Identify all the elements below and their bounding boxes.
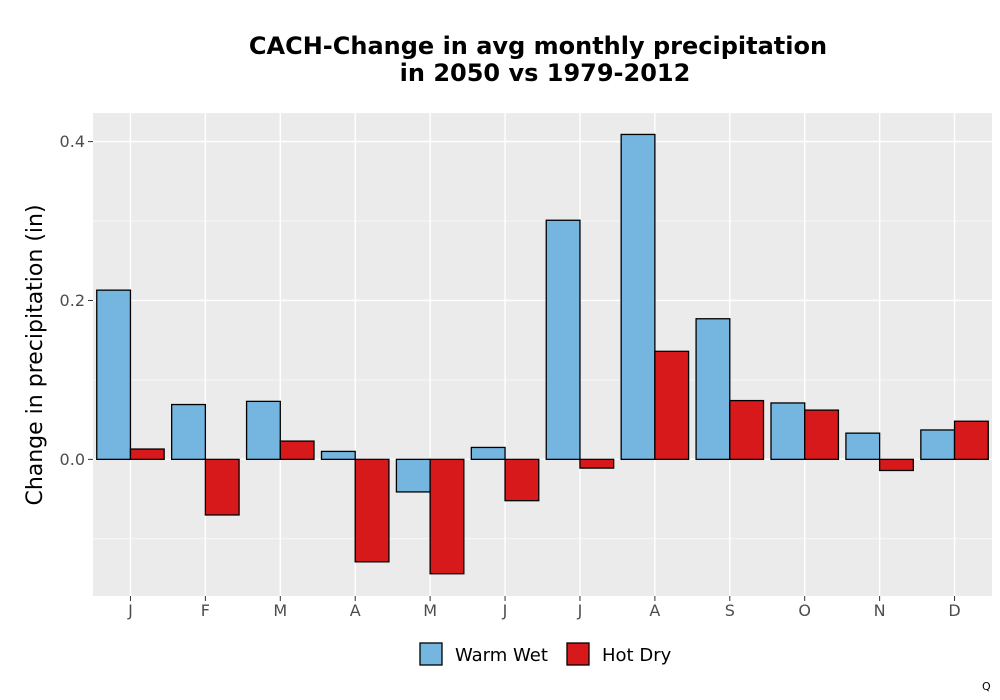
legend-swatch-hot-dry [566,642,590,666]
chart-title-line-2: in 2050 vs 1979-2012 [400,59,691,87]
x-tick-label: D [948,601,960,620]
bar-warm-wet [245,400,281,461]
x-tick-label: J [577,601,583,620]
bar-warm-wet [545,219,581,461]
bar-hot-dry [129,448,165,461]
y-tick-label: 0.4 [60,132,85,151]
bar-hot-dry [279,440,315,461]
bar-warm-wet [171,403,207,461]
y-axis-label: Change in precipitation (in) [23,204,48,505]
bar-warm-wet [770,402,806,461]
x-tick-label: A [649,601,660,620]
x-tick-label: F [201,601,210,620]
bar-warm-wet [395,458,431,493]
bar-hot-dry [654,350,690,461]
bar-warm-wet [845,432,881,461]
bar-hot-dry [354,458,390,563]
bar-hot-dry [729,399,765,461]
x-tick-label: M [423,601,437,620]
legend-label: Warm Wet [455,645,548,666]
y-tick-label: 0.2 [60,291,85,310]
corner-mark: Q [982,680,991,693]
bar-warm-wet [320,450,356,461]
bar-hot-dry [504,458,540,502]
x-tick-label: J [127,601,133,620]
axes: 0.0 0.2 0.4 J F M A M J J A S O N D [60,132,961,620]
bar-hot-dry [878,458,914,472]
legend-swatch-warm-wet [419,642,443,666]
bar-hot-dry [953,420,989,461]
bar-hot-dry [804,409,840,461]
x-tick-label: S [725,601,735,620]
chart-title-line-1: CACH-Change in avg monthly precipitation [249,32,827,60]
y-tick-label: 0.0 [60,450,85,469]
plot-panel [93,113,992,596]
bar-warm-wet [96,289,132,461]
x-tick-label: N [874,601,886,620]
bars [96,133,989,575]
x-tick-label: M [273,601,287,620]
bar-hot-dry [204,458,240,516]
bar-hot-dry [579,458,615,469]
legend-label: Hot Dry [602,645,672,666]
bar-hot-dry [429,458,465,575]
bar-warm-wet [470,446,506,461]
bar-warm-wet [920,429,956,461]
bar-warm-wet [695,318,731,461]
x-tick-label: O [798,601,811,620]
x-tick-label: A [350,601,361,620]
legend: Warm Wet Hot Dry [419,642,672,666]
x-tick-label: J [502,601,508,620]
bar-warm-wet [620,133,656,461]
